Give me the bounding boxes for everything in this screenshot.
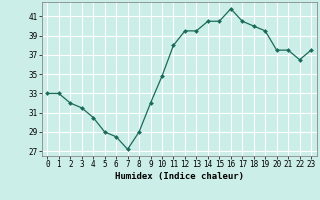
X-axis label: Humidex (Indice chaleur): Humidex (Indice chaleur) (115, 172, 244, 181)
